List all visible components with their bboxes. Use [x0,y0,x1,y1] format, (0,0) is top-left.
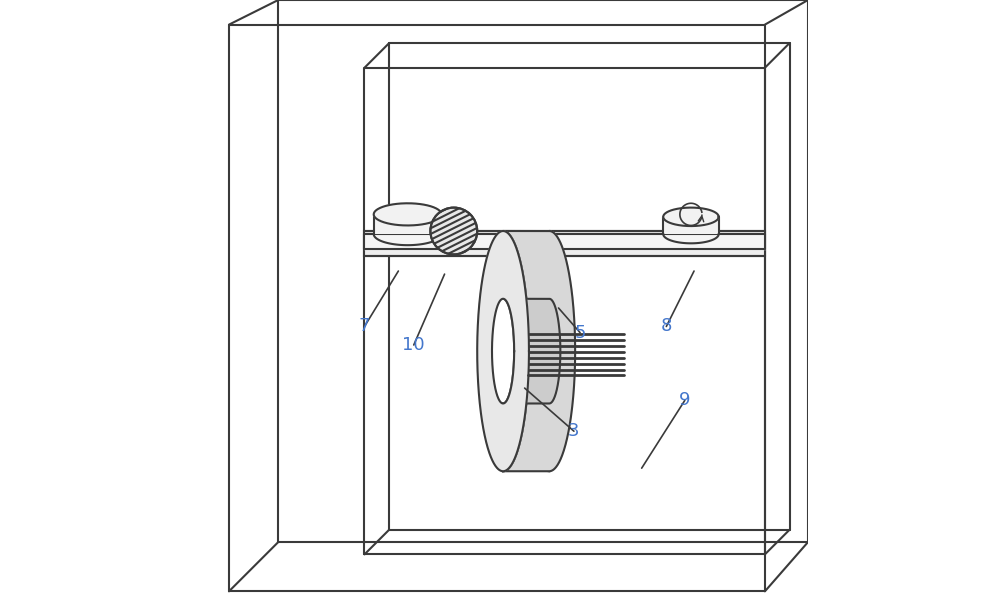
Text: 3: 3 [568,422,580,440]
Text: 8: 8 [661,317,672,336]
Polygon shape [374,214,441,234]
Polygon shape [503,231,575,471]
Polygon shape [663,217,719,234]
Text: 9: 9 [679,391,691,410]
Circle shape [430,208,477,254]
Text: 7: 7 [359,317,370,336]
Polygon shape [477,231,529,471]
Polygon shape [374,203,441,225]
Text: 5: 5 [574,323,586,342]
Polygon shape [364,231,765,256]
Polygon shape [663,208,719,226]
Polygon shape [503,299,560,403]
Text: 10: 10 [402,336,425,354]
